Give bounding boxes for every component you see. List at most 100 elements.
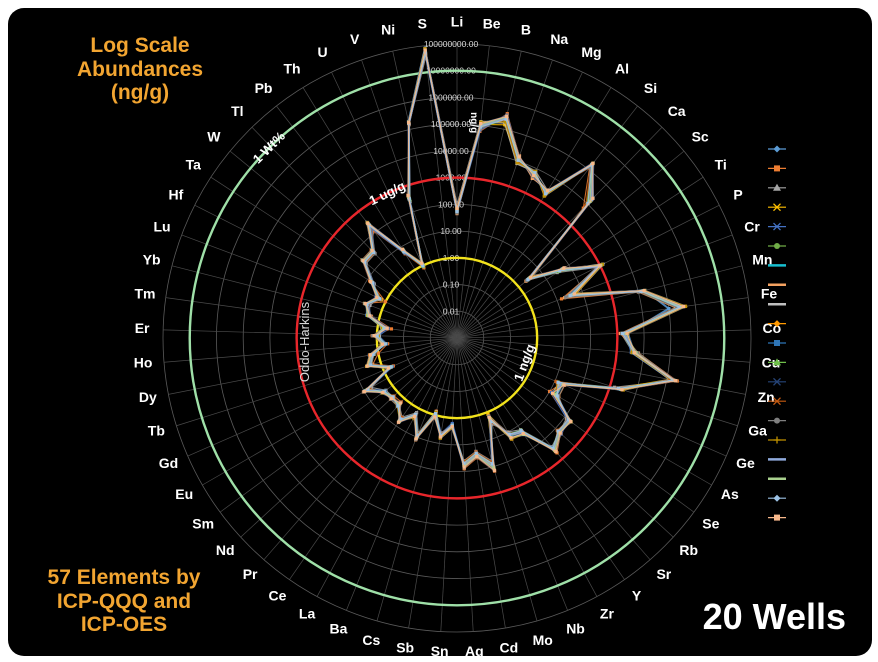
data-point xyxy=(528,275,533,280)
category-label-rb: Rb xyxy=(679,542,698,558)
category-label-b: B xyxy=(521,21,531,37)
legend-marker-12 xyxy=(773,377,781,386)
spoke-line xyxy=(456,59,553,339)
spoke-line xyxy=(251,127,458,339)
spoke-line xyxy=(456,337,727,457)
category-label-sc: Sc xyxy=(692,128,709,144)
category-label-cr: Cr xyxy=(744,218,760,234)
data-point xyxy=(375,334,379,338)
method-note: 57 Elements by ICP-QQQ and ICP-OES xyxy=(24,566,224,637)
data-point xyxy=(533,171,537,175)
data-point xyxy=(434,412,438,416)
category-label-la: La xyxy=(299,606,316,622)
data-point xyxy=(532,173,536,178)
legend-marker-2 xyxy=(773,183,781,191)
spoke-line xyxy=(456,337,538,622)
wells-count-label: 20 Wells xyxy=(702,596,846,637)
data-point xyxy=(486,412,490,416)
category-label-al: Al xyxy=(615,60,629,76)
data-point xyxy=(671,378,675,382)
spoke-line xyxy=(456,45,490,339)
data-point xyxy=(389,365,393,369)
category-label-ba: Ba xyxy=(330,621,348,637)
data-point xyxy=(591,196,595,200)
data-point xyxy=(412,414,417,419)
category-label-s: S xyxy=(418,16,427,32)
category-label-se: Se xyxy=(702,515,719,531)
series-line-18 xyxy=(364,52,681,465)
category-label-nb: Nb xyxy=(566,621,585,637)
data-point xyxy=(639,289,643,293)
spoke-line xyxy=(456,234,733,339)
spoke-line xyxy=(163,329,458,339)
radial-tick-label: 100000000.00 xyxy=(424,39,479,49)
data-point xyxy=(591,161,595,166)
data-point xyxy=(371,352,375,356)
data-point xyxy=(475,454,479,459)
spoke-line xyxy=(456,51,522,339)
spoke-line xyxy=(456,265,743,339)
category-label-y: Y xyxy=(632,588,642,604)
data-point xyxy=(568,419,573,424)
data-point xyxy=(474,451,478,455)
reference-ring-0 xyxy=(188,69,726,607)
data-point xyxy=(383,300,388,304)
data-point xyxy=(620,331,625,336)
spoke-line xyxy=(302,87,458,339)
data-point xyxy=(632,351,637,355)
spoke-line xyxy=(229,150,458,339)
data-point xyxy=(517,155,521,159)
spoke-line xyxy=(456,337,506,629)
spoke-line xyxy=(456,337,598,597)
category-label-as: As xyxy=(721,486,739,502)
data-point xyxy=(551,391,555,395)
spoke-line xyxy=(163,337,458,363)
spoke-line xyxy=(440,337,458,632)
oddo-harkins-label: Oddo-Harkins xyxy=(297,301,312,382)
category-label-ce: Ce xyxy=(269,588,287,604)
reference-ring-1 xyxy=(295,176,619,500)
data-point xyxy=(509,436,513,440)
data-point xyxy=(375,295,379,299)
category-label-pb: Pb xyxy=(255,80,273,96)
data-point xyxy=(370,281,375,285)
spoke-line xyxy=(456,337,738,427)
data-point xyxy=(586,201,590,206)
category-label-sm: Sm xyxy=(192,515,214,531)
data-point xyxy=(368,303,372,308)
data-point xyxy=(556,380,560,384)
category-label-zn: Zn xyxy=(758,389,775,405)
legend-marker-14 xyxy=(774,417,780,424)
data-point xyxy=(598,264,602,268)
data-point xyxy=(682,304,686,309)
spoke-line xyxy=(456,337,746,395)
data-point xyxy=(553,393,557,397)
data-point xyxy=(568,294,572,298)
spoke-line xyxy=(456,204,720,339)
radial-tick-label: 100.00 xyxy=(438,199,464,209)
data-point xyxy=(380,342,385,346)
data-point xyxy=(363,302,367,306)
spoke-line xyxy=(456,71,583,339)
title-line-1: Log Scale xyxy=(90,34,190,57)
data-point xyxy=(679,305,683,309)
category-label-eu: Eu xyxy=(175,486,193,502)
category-label-cs: Cs xyxy=(362,632,380,648)
data-point xyxy=(558,269,562,273)
category-label-hf: Hf xyxy=(169,186,184,202)
category-label-fe: Fe xyxy=(761,285,778,301)
legend-marker-18 xyxy=(773,494,781,502)
data-point xyxy=(455,206,459,211)
category-label-ti: Ti xyxy=(715,156,727,172)
spoke-line xyxy=(165,297,458,339)
data-point xyxy=(505,114,509,118)
spoke-line xyxy=(376,337,458,622)
data-point xyxy=(551,446,555,450)
data-point xyxy=(530,176,534,181)
category-label-sn: Sn xyxy=(431,643,449,656)
spoke-line xyxy=(187,337,458,457)
data-point xyxy=(566,418,570,422)
category-label-mg: Mg xyxy=(581,44,601,60)
category-label-ge: Ge xyxy=(736,455,755,471)
